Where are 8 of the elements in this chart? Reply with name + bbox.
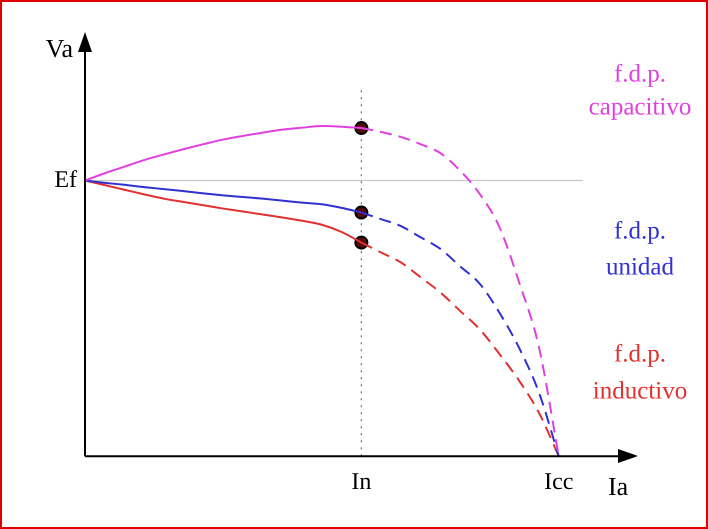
text: f.d.p. inductivo [592,340,688,405]
ref-line-label: Ef [54,166,78,193]
text: f.d.p. unidad [606,218,675,281]
x-tick-label: Icc [544,468,574,495]
text: f.d.p. capacitivo [588,60,692,121]
y-axis-title: Va [46,34,74,63]
x-tick-label: In [351,468,372,495]
x-axis-title: Ia [608,472,629,502]
